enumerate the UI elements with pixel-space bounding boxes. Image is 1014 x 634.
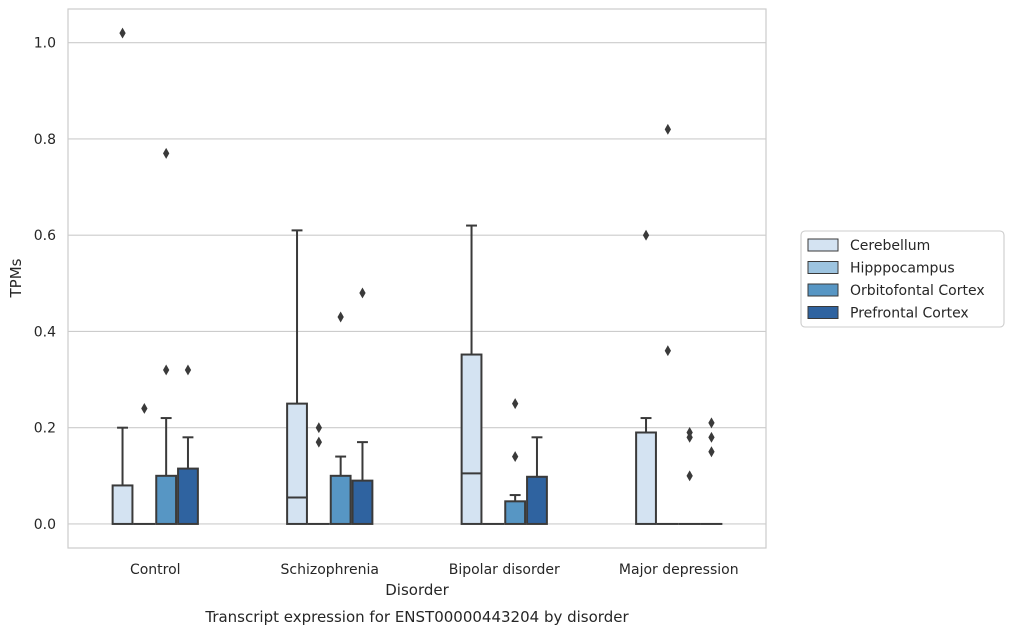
x-tick-label: Major depression (619, 562, 739, 578)
outlier-point (184, 364, 192, 376)
x-tick-label: Schizophrenia (281, 562, 379, 578)
y-axis-label: TPMs (7, 258, 25, 298)
box (177, 467, 199, 525)
x-tick-labels: Control Schizophrenia Bipolar disorder Majo… (130, 562, 739, 578)
outlier-point (163, 147, 170, 159)
outlier-point (359, 287, 366, 299)
legend-label: Orbitofontal Cortex (850, 283, 985, 299)
plot-frame (67, 8, 767, 549)
outlier-point (315, 422, 322, 434)
y-tick-label: 0.8 (34, 132, 56, 148)
y-tick-label: 0.0 (34, 517, 56, 533)
legend-swatch (807, 283, 839, 297)
legend-swatch (807, 306, 839, 319)
outlier-point (708, 446, 715, 458)
y-tick-label: 0.6 (34, 228, 56, 244)
box-group (635, 123, 723, 525)
box (286, 402, 308, 525)
outlier-point (163, 364, 170, 376)
box-group (460, 224, 548, 525)
legend-label: Prefrontal Cortex (850, 306, 969, 322)
outlier-point (337, 311, 344, 323)
outlier-point (119, 27, 126, 39)
outlier-point (664, 123, 671, 135)
box (635, 431, 657, 525)
legend-label: Hipppocampus (850, 261, 955, 277)
legend: Cerebellum Hipppocampus Orbitofontal Corte… (800, 230, 1005, 328)
y-tick-label: 1.0 (34, 36, 56, 52)
outlier-point (512, 398, 519, 410)
y-tick-label: 0.2 (34, 421, 56, 437)
y-tick-label: 0.4 (34, 324, 56, 340)
outlier-point (708, 417, 715, 429)
x-tick-label: Bipolar disorder (449, 562, 560, 578)
box-group (111, 27, 199, 525)
legend-frame (800, 230, 1005, 328)
legend-swatch (807, 238, 839, 252)
outlier-point (642, 229, 650, 241)
outlier-point (708, 431, 715, 443)
outlier-point (315, 436, 322, 448)
box (526, 475, 548, 525)
box (351, 479, 374, 525)
legend-label: Cerebellum (850, 238, 930, 254)
outlier-point (686, 431, 693, 443)
box (504, 500, 527, 525)
box (155, 474, 178, 525)
box-group (286, 229, 374, 525)
legend-swatch (807, 261, 839, 274)
box (111, 484, 134, 525)
outlier-point (512, 451, 519, 463)
box (460, 353, 483, 525)
x-tick-label: Control (130, 562, 181, 578)
chart-caption: Transcript expression for ENST0000044320… (204, 608, 629, 626)
outlier-point (141, 402, 148, 414)
box (329, 474, 352, 525)
x-axis-label: Disorder (385, 581, 449, 599)
box-groups (111, 27, 723, 525)
y-tick-labels: 0.0 0.2 0.4 0.6 0.8 1.0 (34, 36, 56, 533)
grid-lines (68, 42, 766, 525)
outlier-point (664, 345, 671, 357)
outlier-point (686, 470, 693, 482)
